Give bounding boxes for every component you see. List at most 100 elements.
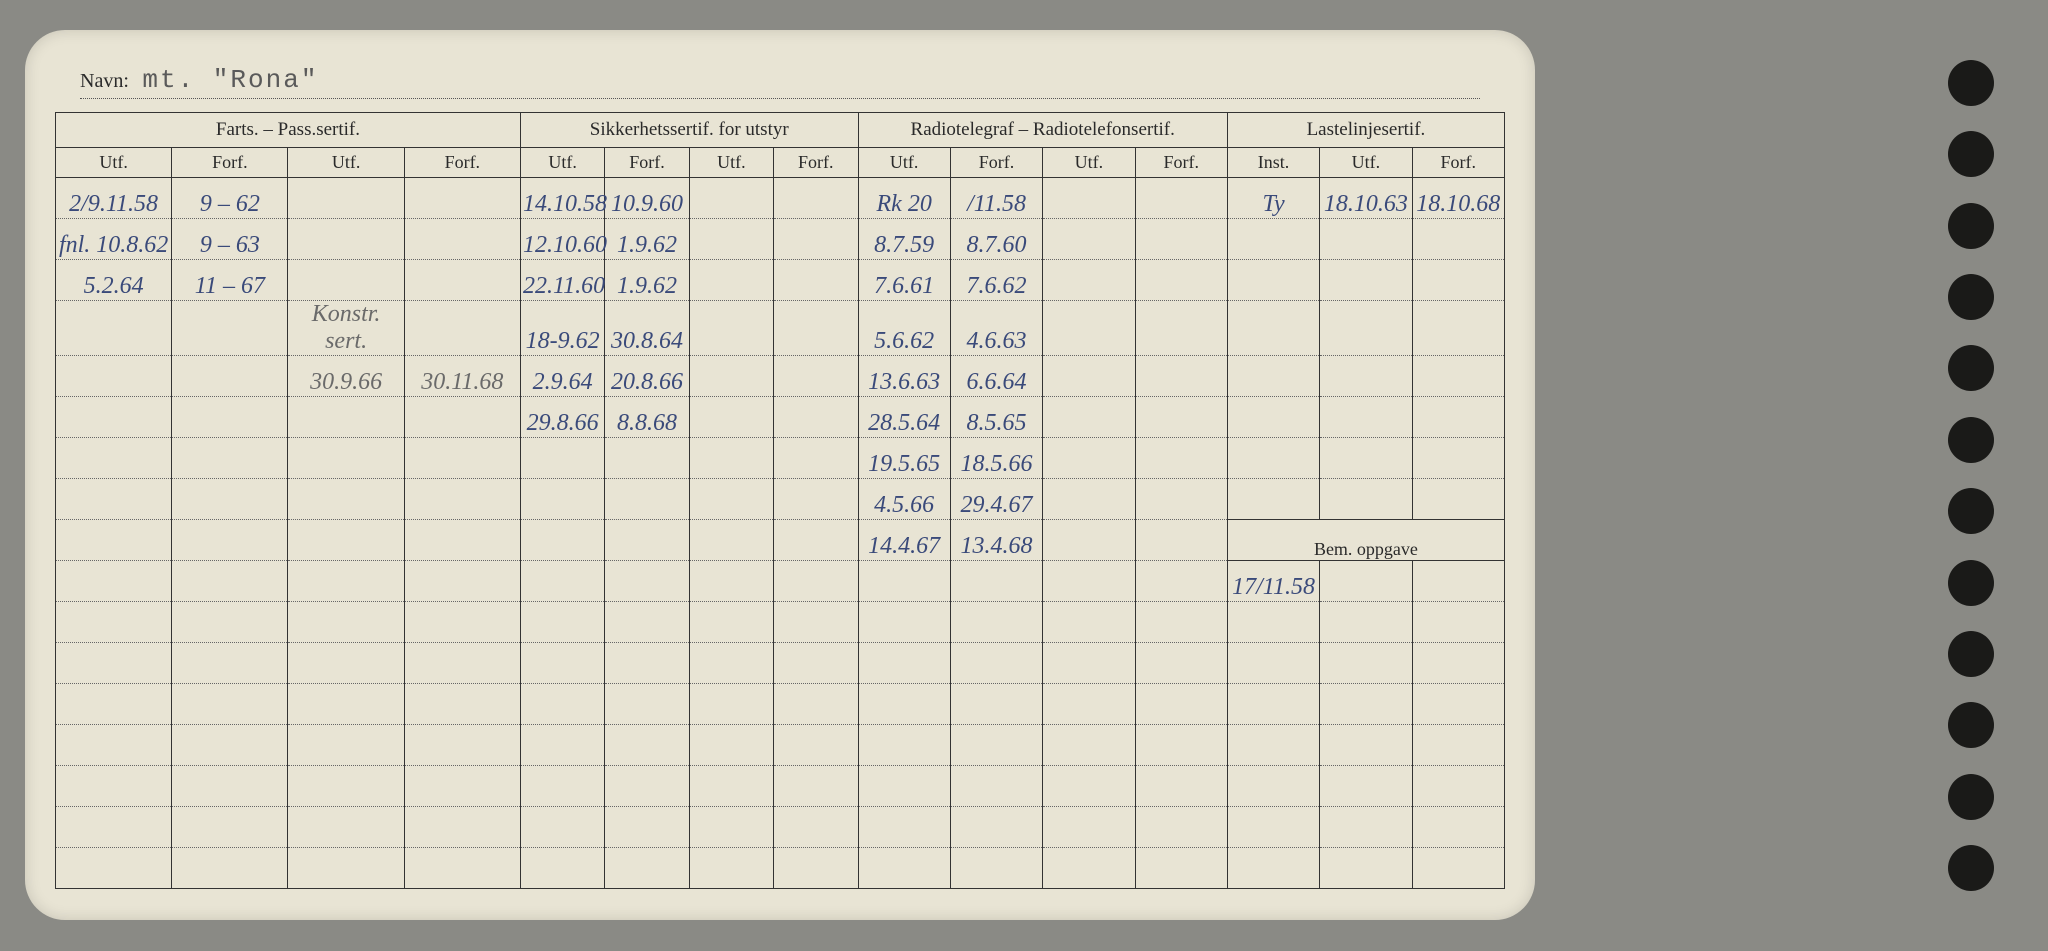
- col-forf-1: Forf.: [172, 148, 288, 178]
- cell: [56, 725, 172, 766]
- col-utf-6: Utf.: [1043, 148, 1135, 178]
- cell: [774, 301, 858, 356]
- cell: [774, 807, 858, 848]
- cell: [605, 643, 689, 684]
- cell: 7.6.61: [858, 260, 950, 301]
- cell: [1412, 438, 1504, 479]
- cell: [1320, 260, 1412, 301]
- cell: [1227, 438, 1319, 479]
- cell: [689, 807, 773, 848]
- cell: [404, 438, 520, 479]
- cell: [56, 561, 172, 602]
- cell: [520, 766, 604, 807]
- cell: [404, 260, 520, 301]
- cell: [56, 807, 172, 848]
- cell: [1412, 602, 1504, 643]
- cell: [689, 602, 773, 643]
- cell: 17/11.58: [1227, 561, 1319, 602]
- cell: [1043, 178, 1135, 219]
- cell: [774, 479, 858, 520]
- col-forf-3: Forf.: [605, 148, 689, 178]
- cell: 8.8.68: [605, 397, 689, 438]
- cell: [404, 219, 520, 260]
- table-row: 17/11.58: [56, 561, 1505, 602]
- cell: [172, 561, 288, 602]
- hole: [1948, 203, 1994, 249]
- cell: [1227, 848, 1319, 889]
- table-row: [56, 602, 1505, 643]
- cell: [1412, 356, 1504, 397]
- table-row: [56, 643, 1505, 684]
- cell: [858, 602, 950, 643]
- cell: [288, 848, 404, 889]
- cell: [1135, 178, 1227, 219]
- cell: [1227, 219, 1319, 260]
- cell: [774, 643, 858, 684]
- cell: [1043, 356, 1135, 397]
- cell: [1135, 725, 1227, 766]
- cell: 29.8.66: [520, 397, 604, 438]
- cell: [1135, 643, 1227, 684]
- cell: [950, 561, 1042, 602]
- hole: [1948, 274, 1994, 320]
- cell: Konstr. sert.: [288, 301, 404, 356]
- cell: [689, 684, 773, 725]
- hole: [1948, 488, 1994, 534]
- cell: [1227, 725, 1319, 766]
- cell: [689, 438, 773, 479]
- cell: [689, 397, 773, 438]
- table-row: [56, 766, 1505, 807]
- cell: [288, 766, 404, 807]
- cell: [950, 643, 1042, 684]
- cell: [858, 766, 950, 807]
- cell: [1135, 766, 1227, 807]
- cell: [950, 848, 1042, 889]
- cell: [1043, 219, 1135, 260]
- table-row: [56, 684, 1505, 725]
- cell: [172, 643, 288, 684]
- cell: 29.4.67: [950, 479, 1042, 520]
- table-row: 19.5.6518.5.66: [56, 438, 1505, 479]
- cell: [1412, 219, 1504, 260]
- cell: [1043, 301, 1135, 356]
- cell: 14.10.58: [520, 178, 604, 219]
- table-row: 5.2.6411 – 6722.11.601.9.627.6.617.6.62: [56, 260, 1505, 301]
- cell: [1227, 807, 1319, 848]
- cell: [1320, 602, 1412, 643]
- cell: [404, 178, 520, 219]
- cell: [858, 848, 950, 889]
- table-row: Konstr. sert.18-9.6230.8.645.6.624.6.63: [56, 301, 1505, 356]
- cell: 20.8.66: [605, 356, 689, 397]
- cell: 13.4.68: [950, 520, 1042, 561]
- cell: [605, 602, 689, 643]
- cell: [1320, 301, 1412, 356]
- cell: [56, 520, 172, 561]
- cell: [1135, 301, 1227, 356]
- cell: [1043, 725, 1135, 766]
- cell: [172, 438, 288, 479]
- hole: [1948, 702, 1994, 748]
- cell: [605, 725, 689, 766]
- navn-value: mt. "Rona": [142, 65, 318, 95]
- cell: [1135, 260, 1227, 301]
- cell: [774, 438, 858, 479]
- cell: [404, 602, 520, 643]
- cell: [1320, 766, 1412, 807]
- cell: [172, 301, 288, 356]
- table-row: 2/9.11.589 – 6214.10.5810.9.60Rk 20/11.5…: [56, 178, 1505, 219]
- cell: 14.4.67: [858, 520, 950, 561]
- col-forf-5: Forf.: [950, 148, 1042, 178]
- cell: [774, 766, 858, 807]
- cell: [520, 643, 604, 684]
- cell: [1412, 643, 1504, 684]
- table-wrap: Farts. – Pass.sertif. Sikkerhetssertif. …: [55, 112, 1505, 890]
- cell: [404, 520, 520, 561]
- cell: [288, 725, 404, 766]
- cell: [288, 643, 404, 684]
- cell: [1412, 479, 1504, 520]
- cell: [172, 684, 288, 725]
- cell: [404, 807, 520, 848]
- cell: [605, 807, 689, 848]
- cell: 18.10.63: [1320, 178, 1412, 219]
- cell: 18-9.62: [520, 301, 604, 356]
